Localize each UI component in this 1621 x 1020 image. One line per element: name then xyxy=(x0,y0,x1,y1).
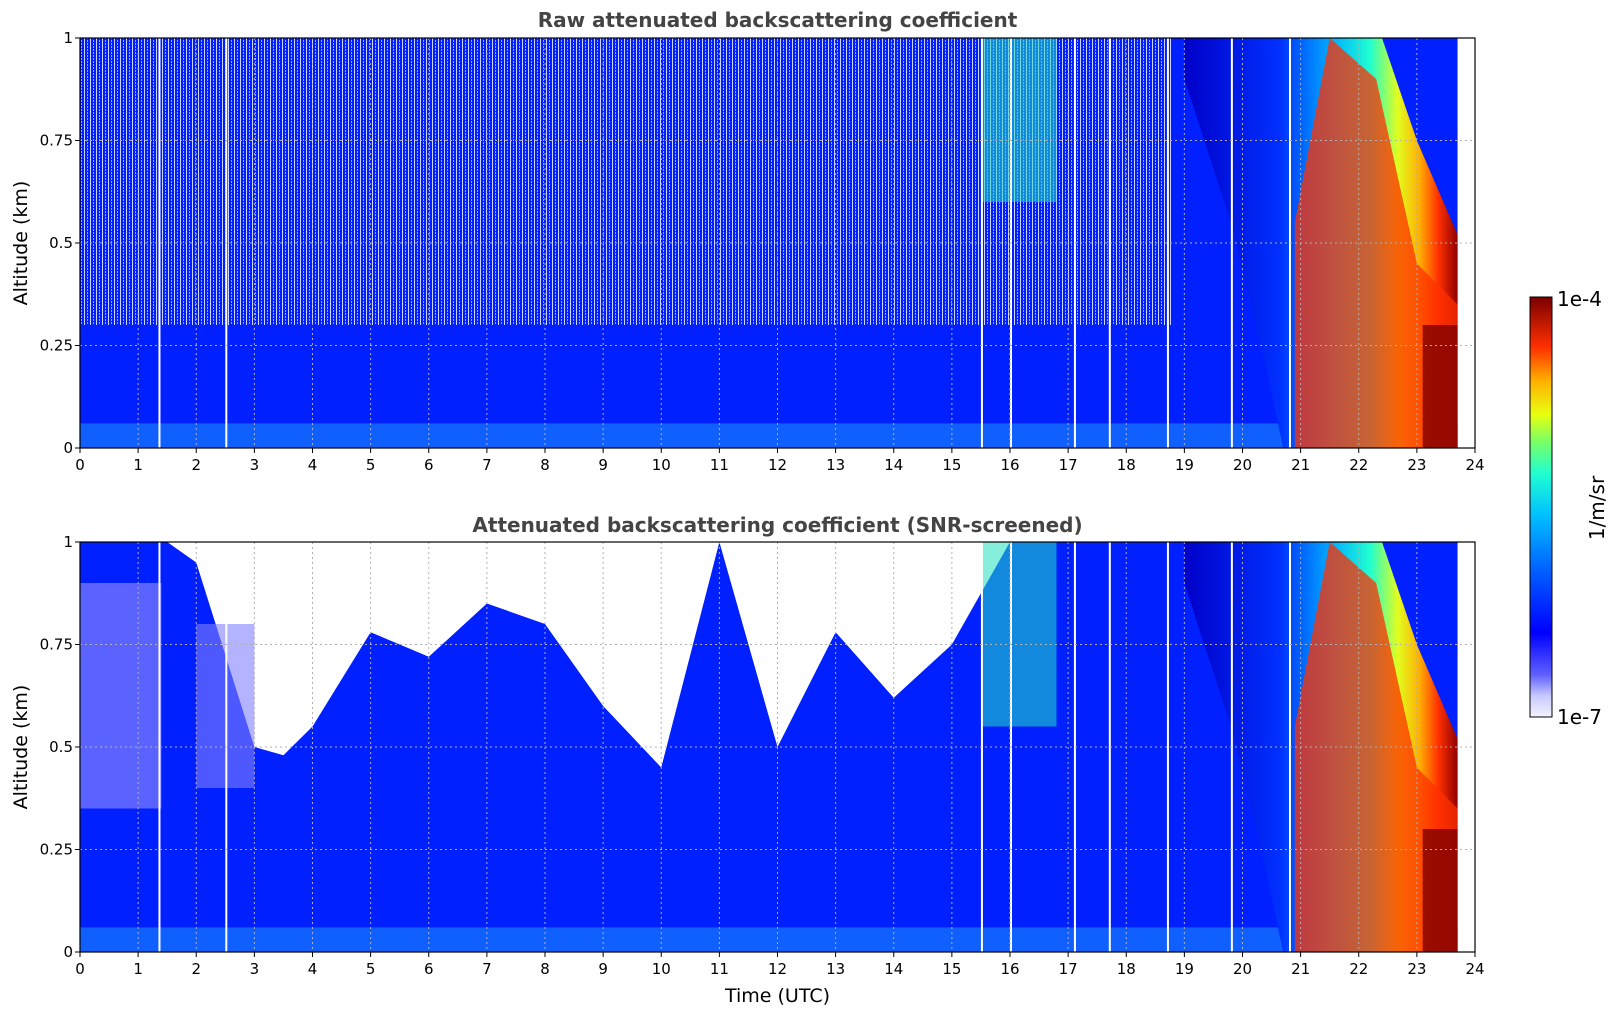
data-gap xyxy=(1108,542,1111,952)
x-tick-label: 22 xyxy=(1349,456,1368,474)
x-tick-label: 5 xyxy=(366,456,376,474)
colorbar-max-label: 1e-4 xyxy=(1557,287,1602,311)
x-tick-label: 19 xyxy=(1175,456,1194,474)
data-gap xyxy=(158,38,161,448)
y-axis-label: Altitude (km) xyxy=(10,685,32,810)
colorbar: 1e-4 1e-7 1/m/sr xyxy=(1529,287,1609,729)
x-tick-label: 9 xyxy=(598,456,608,474)
x-tick-label: 6 xyxy=(424,456,434,474)
x-tick-label: 8 xyxy=(540,960,550,978)
x-tick-label: 2 xyxy=(191,960,201,978)
weak-signal-region xyxy=(80,583,162,809)
surface-band xyxy=(80,423,1458,448)
x-tick-label: 5 xyxy=(366,960,376,978)
x-tick-label: 14 xyxy=(884,960,903,978)
x-tick-label: 7 xyxy=(482,456,492,474)
x-tick-label: 11 xyxy=(710,960,729,978)
x-tick-label: 6 xyxy=(424,960,434,978)
data-gap xyxy=(1166,542,1169,952)
x-tick-label: 10 xyxy=(652,456,671,474)
y-tick-label: 0.25 xyxy=(40,337,73,355)
x-tick-label: 1 xyxy=(133,456,143,474)
x-tick-label: 15 xyxy=(942,960,961,978)
colorbar-gradient xyxy=(1529,296,1553,718)
x-tick-label: 22 xyxy=(1349,960,1368,978)
y-tick-label: 0.75 xyxy=(40,636,73,654)
x-tick-label: 12 xyxy=(768,960,787,978)
x-tick-label: 21 xyxy=(1291,456,1310,474)
data-gap xyxy=(158,542,161,952)
x-tick-label: 24 xyxy=(1465,960,1484,978)
y-axis-label: Altitude (km) xyxy=(10,181,32,306)
y-tick-label: 0.25 xyxy=(40,841,73,859)
x-tick-label: 8 xyxy=(540,456,550,474)
x-tick-label: 13 xyxy=(826,960,845,978)
x-tick-label: 9 xyxy=(598,960,608,978)
x-tick-label: 24 xyxy=(1465,456,1484,474)
x-tick-label: 23 xyxy=(1407,456,1426,474)
x-tick-label: 14 xyxy=(884,456,903,474)
cloud-layer xyxy=(980,542,1057,727)
x-tick-label: 4 xyxy=(308,960,318,978)
x-tick-label: 2 xyxy=(191,456,201,474)
x-tick-label: 21 xyxy=(1291,960,1310,978)
y-tick-label: 0 xyxy=(63,943,73,961)
x-tick-label: 11 xyxy=(710,456,729,474)
data-gap xyxy=(1108,38,1111,448)
x-tick-label: 19 xyxy=(1175,960,1194,978)
x-tick-label: 17 xyxy=(1059,960,1078,978)
x-tick-label: 16 xyxy=(1000,456,1019,474)
x-tick-label: 17 xyxy=(1059,456,1078,474)
cloud-layer xyxy=(980,38,1057,202)
x-tick-label: 1 xyxy=(133,960,143,978)
x-tick-label: 10 xyxy=(652,960,671,978)
panel-raw: Raw attenuated backscattering coefficien… xyxy=(10,8,1485,474)
x-tick-label: 13 xyxy=(826,456,845,474)
x-tick-label: 3 xyxy=(250,456,260,474)
panel-title: Attenuated backscattering coefficient (S… xyxy=(472,513,1082,537)
x-tick-label: 4 xyxy=(308,456,318,474)
data-gap xyxy=(1073,38,1076,448)
x-tick-label: 12 xyxy=(768,456,787,474)
x-tick-label: 20 xyxy=(1233,456,1252,474)
surface-band xyxy=(80,927,1458,952)
panel-title: Raw attenuated backscattering coefficien… xyxy=(538,8,1018,32)
y-tick-label: 1 xyxy=(63,29,73,47)
x-tick-label: 18 xyxy=(1117,456,1136,474)
panel-screened: Attenuated backscattering coefficient (S… xyxy=(10,513,1485,1007)
y-tick-label: 0.5 xyxy=(49,234,73,252)
y-tick-label: 0.5 xyxy=(49,738,73,756)
x-tick-label: 15 xyxy=(942,456,961,474)
x-axis-label: Time (UTC) xyxy=(724,985,830,1007)
x-tick-label: 3 xyxy=(250,960,260,978)
colorbar-unit-label: 1/m/sr xyxy=(1585,475,1609,540)
y-tick-label: 0 xyxy=(63,439,73,457)
x-tick-label: 23 xyxy=(1407,960,1426,978)
x-tick-label: 0 xyxy=(75,960,85,978)
y-tick-label: 0.75 xyxy=(40,132,73,150)
colorbar-min-label: 1e-7 xyxy=(1557,705,1602,729)
data-gap xyxy=(1073,542,1076,952)
x-tick-label: 7 xyxy=(482,960,492,978)
precipitation-peak xyxy=(1422,829,1458,952)
x-tick-label: 18 xyxy=(1117,960,1136,978)
data-gap xyxy=(1166,38,1169,448)
x-tick-label: 0 xyxy=(75,456,85,474)
y-tick-label: 1 xyxy=(63,533,73,551)
x-tick-label: 16 xyxy=(1000,960,1019,978)
precipitation-peak xyxy=(1422,325,1458,448)
x-tick-label: 20 xyxy=(1233,960,1252,978)
